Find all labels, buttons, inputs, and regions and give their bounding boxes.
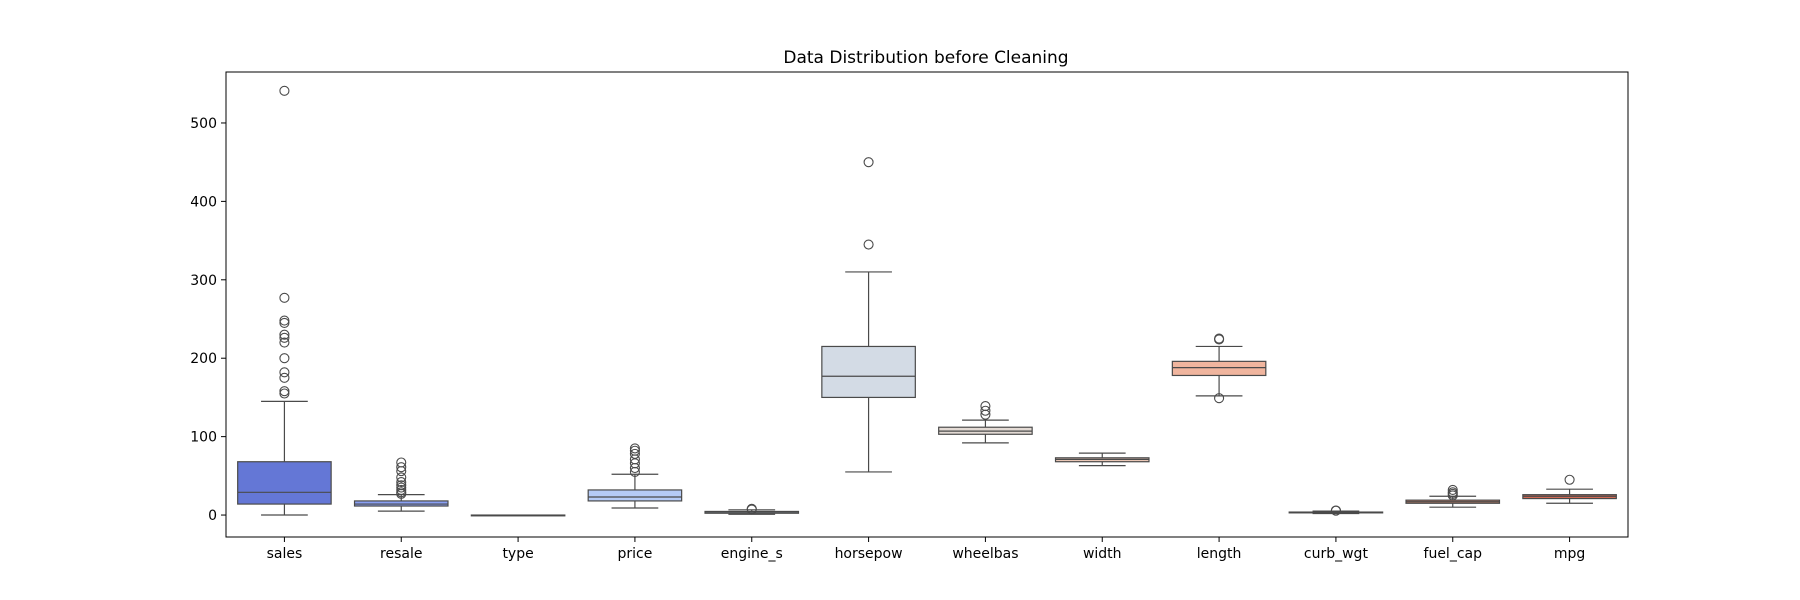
outlier-point xyxy=(279,315,290,326)
outlier-point xyxy=(279,372,290,383)
outlier-point xyxy=(279,292,290,303)
outlier-point xyxy=(1214,333,1225,344)
plot-marks xyxy=(237,85,1617,517)
outlier-point xyxy=(279,329,290,340)
y-tick-label: 400 xyxy=(190,194,217,210)
outlier-point xyxy=(1447,487,1458,498)
box-type xyxy=(470,514,566,517)
box-curb_wgt xyxy=(1288,505,1384,516)
box-price xyxy=(587,443,683,509)
box-length xyxy=(1171,333,1267,404)
chart-title: Data Distribution before Cleaning xyxy=(783,48,1068,68)
outlier-point xyxy=(279,337,290,348)
y-tick-label: 200 xyxy=(190,351,217,367)
outlier-point xyxy=(279,367,290,378)
outlier-point xyxy=(1214,393,1225,404)
box-iqr xyxy=(1171,360,1267,377)
y-tick-label: 300 xyxy=(190,273,217,289)
outlier-point xyxy=(396,484,407,496)
axes: sales resale type price engine_s horsepow whee… xyxy=(190,116,1585,562)
outlier-point xyxy=(396,462,407,473)
box-iqr xyxy=(587,489,683,502)
outlier-point xyxy=(396,457,407,468)
outlier-point xyxy=(629,445,640,456)
y-tick-label: 100 xyxy=(190,430,217,446)
x-tick-label: length xyxy=(1197,546,1242,562)
outlier-point xyxy=(279,317,290,328)
outlier-point xyxy=(279,386,290,397)
box-resale xyxy=(353,457,449,512)
y-tick-label: 500 xyxy=(190,116,217,132)
box-iqr xyxy=(237,461,332,505)
box-wheelbas xyxy=(938,400,1033,444)
outlier-point xyxy=(396,487,407,498)
x-tick-label: resale xyxy=(380,546,422,562)
outlier-point xyxy=(279,85,290,96)
box-horsepow xyxy=(821,157,916,473)
outlier-point xyxy=(1447,484,1458,496)
y-tick-label: 0 xyxy=(208,508,217,524)
box-fuel_cap xyxy=(1405,484,1501,508)
outlier-point xyxy=(980,405,991,416)
x-tick-label: wheelbas xyxy=(952,546,1018,562)
outlier-point xyxy=(279,332,290,343)
outlier-point xyxy=(629,443,640,454)
x-tick-label: width xyxy=(1083,546,1122,562)
outlier-point xyxy=(863,239,874,250)
x-tick-label: sales xyxy=(267,546,303,562)
outlier-point xyxy=(629,448,640,459)
outlier-point xyxy=(863,157,874,168)
box-width xyxy=(1054,452,1150,467)
outlier-point xyxy=(746,503,757,514)
plot-frame xyxy=(225,71,1629,538)
box-iqr xyxy=(821,345,916,399)
outlier-point xyxy=(396,480,407,491)
x-tick-label: price xyxy=(617,546,652,562)
outlier-point xyxy=(396,482,407,493)
outlier-point xyxy=(279,388,290,399)
box-mpg xyxy=(1522,474,1617,504)
outlier-point xyxy=(1330,505,1341,516)
x-tick-label: engine_s xyxy=(721,546,783,562)
box-sales xyxy=(237,85,332,516)
x-tick-label: fuel_cap xyxy=(1424,546,1483,562)
outlier-point xyxy=(1564,474,1575,485)
box-engine_s xyxy=(704,503,800,515)
outlier-point xyxy=(396,477,407,488)
x-tick-label: mpg xyxy=(1554,546,1585,562)
outlier-point xyxy=(396,472,407,483)
x-tick-label: type xyxy=(502,546,533,562)
x-tick-label: horsepow xyxy=(835,546,903,562)
outlier-point xyxy=(980,400,991,412)
outlier-point xyxy=(279,353,290,364)
x-tick-label: curb_wgt xyxy=(1304,546,1369,562)
